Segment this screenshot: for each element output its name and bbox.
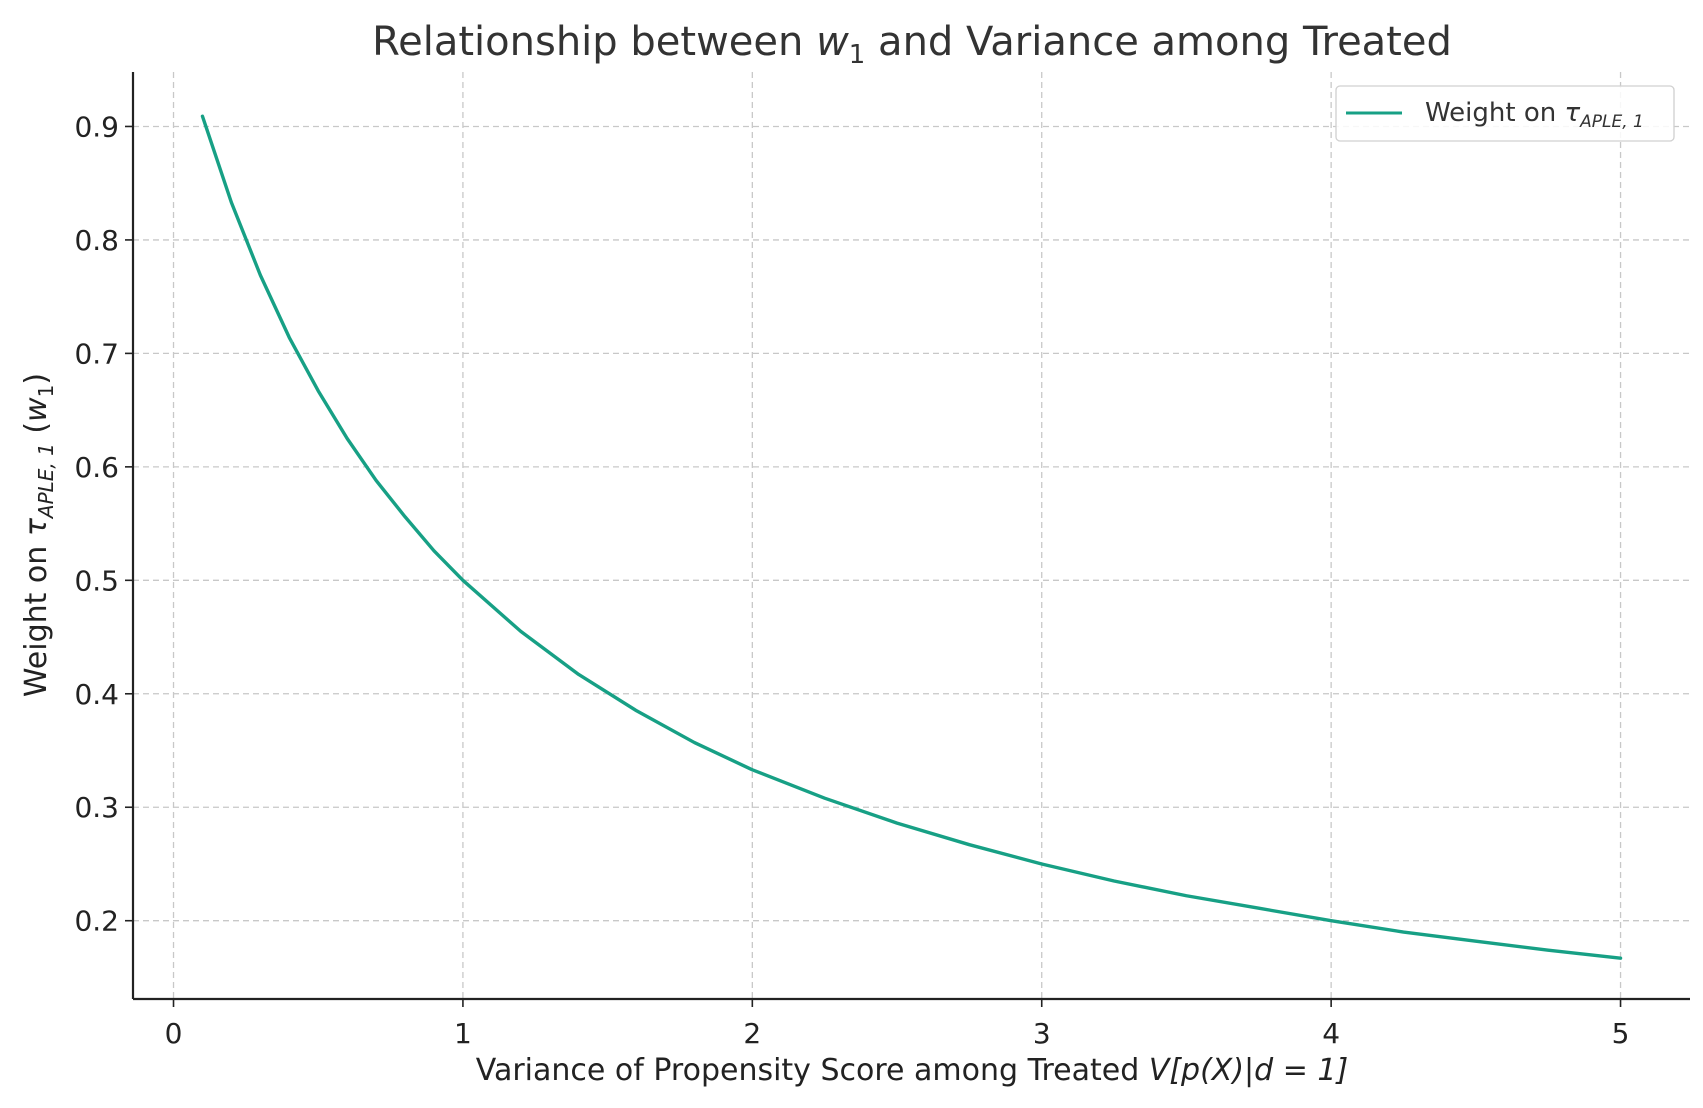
x-tick-label: 0 bbox=[165, 1017, 183, 1050]
x-tick-label: 2 bbox=[743, 1017, 761, 1050]
chart-title: Relationship between w1 and Variance amo… bbox=[372, 19, 1452, 70]
legend-frame bbox=[1335, 85, 1675, 142]
x-tick-label: 1 bbox=[454, 1017, 472, 1050]
y-tick-label: 0.5 bbox=[74, 564, 119, 597]
y-axis-label: Weight on τAPLE, 1 (w1) bbox=[19, 373, 58, 697]
y-tick-label: 0.8 bbox=[74, 224, 119, 257]
y-tick-label: 0.6 bbox=[74, 451, 119, 484]
x-tick-label: 3 bbox=[1033, 1017, 1051, 1050]
grid bbox=[133, 72, 1690, 999]
x-axis-label: Variance of Propensity Score among Treat… bbox=[476, 1053, 1348, 1088]
axis-ticks: 0 1 2 3 4 5 0.2 0.3 0.4 0.5 0.6 0.7 0.8 0.9 bbox=[74, 110, 1629, 1050]
y-tick-label: 0.3 bbox=[74, 791, 119, 824]
legend: Weight on τAPLE, 1 bbox=[1335, 85, 1675, 142]
y-tick-label: 0.7 bbox=[74, 337, 119, 370]
legend-entry-label: Weight on τAPLE, 1 bbox=[1425, 98, 1644, 132]
series-group bbox=[200, 114, 1623, 960]
x-tick-label: 5 bbox=[1612, 1017, 1630, 1050]
y-tick-label: 0.4 bbox=[74, 678, 119, 711]
series-line bbox=[200, 114, 1623, 960]
y-tick-label: 0.2 bbox=[74, 905, 119, 938]
x-tick-label: 4 bbox=[1322, 1017, 1340, 1050]
y-tick-label: 0.9 bbox=[74, 110, 119, 143]
